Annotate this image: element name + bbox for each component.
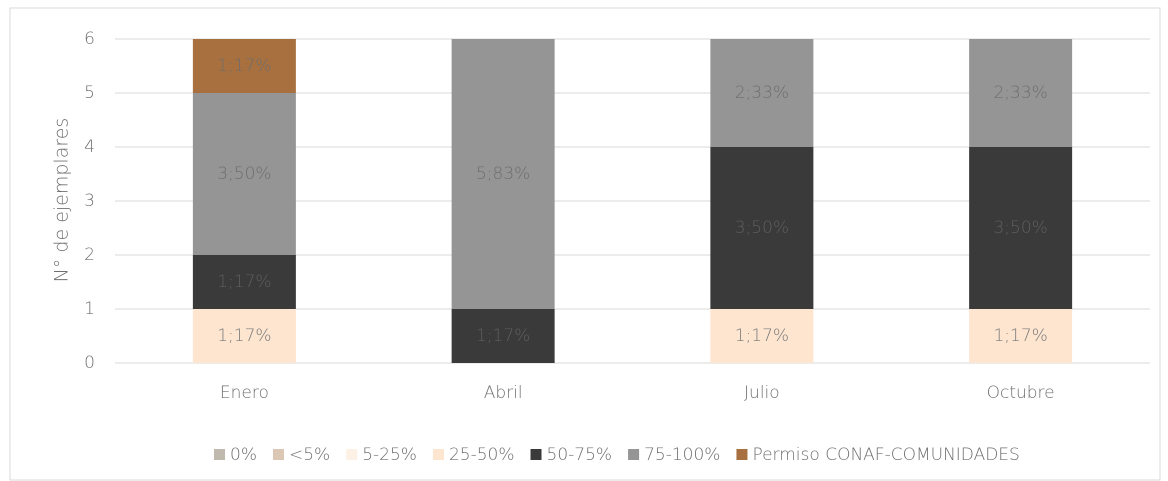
bar-segment	[969, 39, 1073, 147]
legend-swatch	[736, 449, 748, 460]
legend-swatch	[530, 449, 542, 460]
legend-label: <5%	[289, 445, 330, 465]
data-label: 1;17%	[735, 326, 789, 346]
data-label: 3;50%	[735, 218, 789, 238]
y-tick-label: 1	[84, 299, 95, 319]
y-tick-label: 3	[84, 191, 95, 211]
data-label: 3;50%	[217, 164, 271, 184]
legend-swatch	[214, 449, 225, 460]
bar-segment	[451, 39, 555, 309]
legend-swatch	[432, 449, 444, 460]
bar-segment	[969, 147, 1073, 309]
bar-segment	[192, 93, 296, 255]
bar-segment	[710, 147, 814, 309]
legend-label: Permiso CONAF-COMUNIDADES	[752, 445, 1019, 465]
y-tick-label: 5	[84, 83, 95, 103]
data-label: 2;33%	[993, 83, 1047, 103]
bar-segment	[451, 309, 555, 363]
data-label: 2;33%	[735, 83, 789, 103]
data-label: 3;50%	[993, 218, 1047, 238]
bar-segment	[192, 309, 296, 363]
x-tick-label: Octubre	[987, 383, 1055, 403]
legend-swatch	[628, 449, 640, 460]
y-tick-label: 6	[84, 29, 95, 49]
data-label: 1;17%	[217, 272, 271, 292]
data-label: 5;83%	[476, 164, 530, 184]
x-tick-label: Abril	[484, 383, 523, 403]
bar-segment	[969, 309, 1073, 363]
data-label: 1;17%	[217, 56, 271, 76]
bar-segment	[192, 39, 296, 93]
x-tick-label: Julio	[744, 383, 780, 403]
legend-swatch	[272, 449, 284, 460]
legend-label: 0%	[230, 445, 257, 465]
x-tick-label: Enero	[220, 383, 269, 403]
bar-segment	[710, 309, 814, 363]
legend-label: 50-75%	[547, 445, 613, 465]
y-tick-label: 2	[84, 245, 95, 265]
y-axis-title: N° de ejemplares	[51, 118, 73, 283]
y-tick-label: 0	[84, 353, 95, 373]
bar-segment	[710, 39, 814, 147]
legend-label: 25-50%	[449, 445, 515, 465]
data-label: 1;17%	[476, 326, 530, 346]
legend-swatch	[346, 449, 358, 460]
bar-segment	[192, 255, 296, 309]
legend-label: 75-100%	[644, 445, 720, 465]
y-tick-label: 4	[84, 137, 95, 157]
data-label: 1;17%	[217, 326, 271, 346]
legend-label: 5-25%	[362, 445, 417, 465]
data-label: 1;17%	[993, 326, 1047, 346]
